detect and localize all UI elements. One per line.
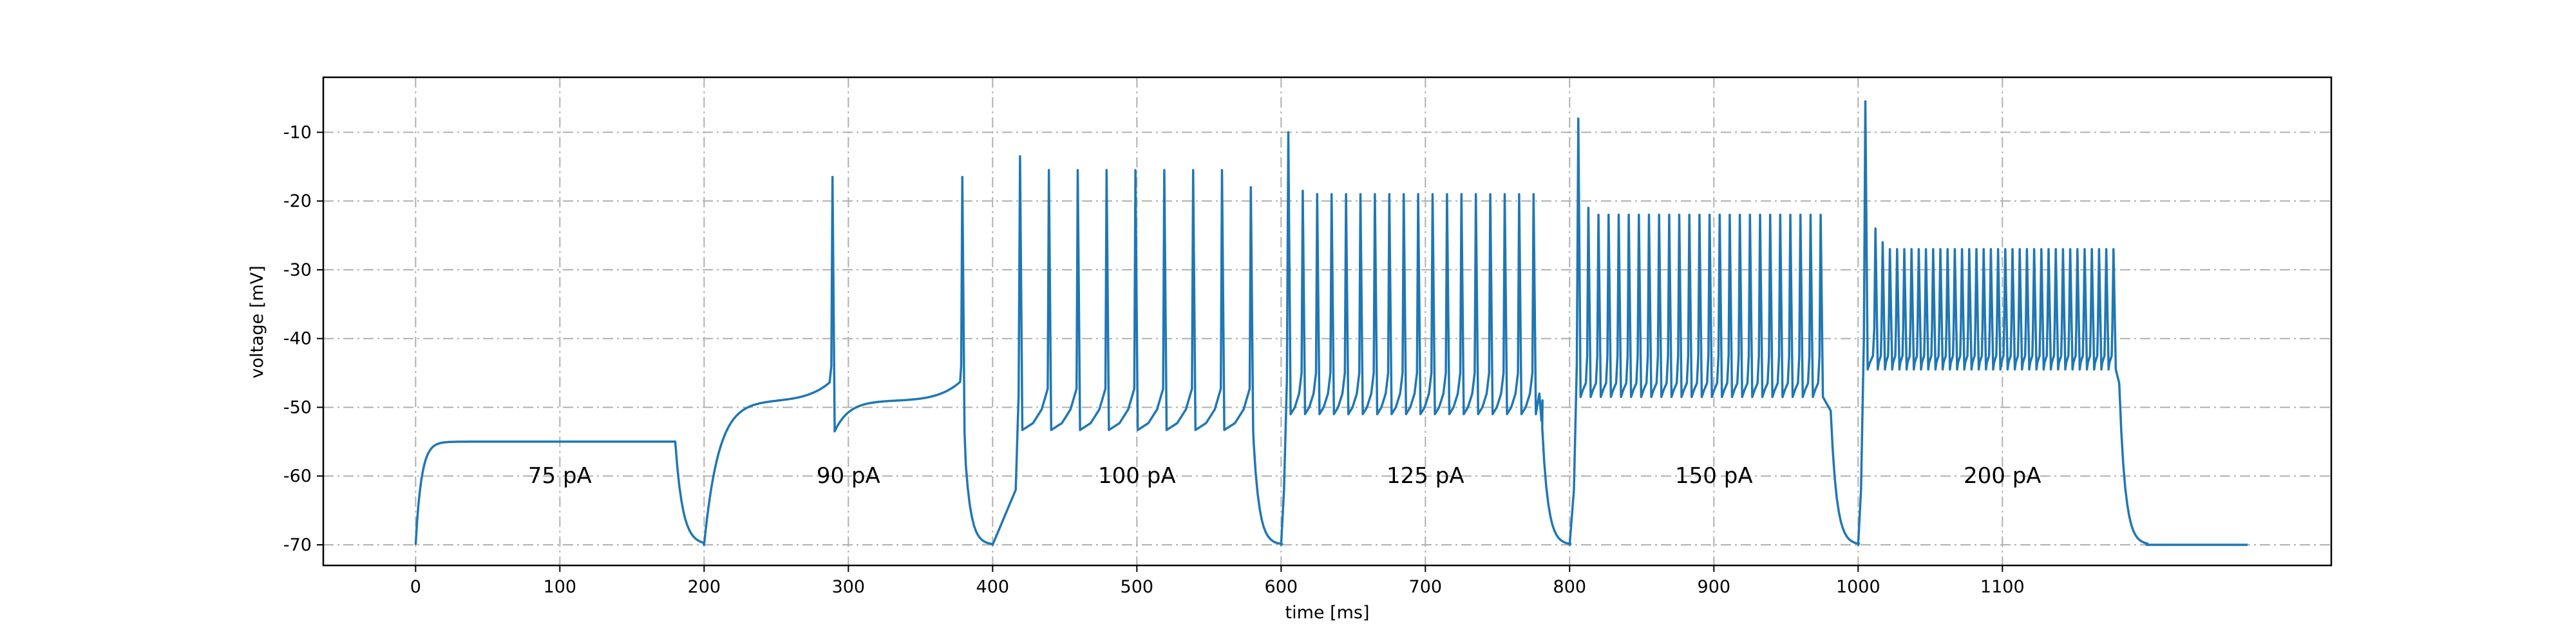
- series-voltage: [414, 100, 2248, 546]
- x-tick-label: 1000: [1836, 577, 1880, 597]
- x-tick-label: 0: [410, 577, 421, 597]
- plot-frame: [322, 76, 2333, 567]
- x-tick-label: 200: [688, 577, 721, 597]
- voltage-trace-line: [414, 100, 2248, 546]
- current-label: 200 pA: [1964, 463, 2041, 489]
- current-label: 90 pA: [817, 463, 880, 489]
- x-tick-label: 1100: [1980, 577, 2025, 597]
- y-tick-label: -10: [283, 122, 312, 142]
- current-label: 150 pA: [1675, 463, 1753, 489]
- current-label: 100 pA: [1098, 463, 1176, 489]
- x-tick-label: 800: [1553, 577, 1587, 597]
- x-tick-label: 300: [832, 577, 866, 597]
- current-annotations: 75 pA 90 pA 100 pA 125 pA 150 pA 200 pA: [528, 463, 2041, 489]
- x-tick-label: 500: [1121, 577, 1154, 597]
- y-tick-label: -70: [283, 535, 312, 555]
- y-tick-label: -20: [283, 191, 312, 211]
- y-tick-label: -30: [283, 260, 312, 280]
- current-label: 125 pA: [1387, 463, 1464, 489]
- x-tick-label: 100: [544, 577, 577, 597]
- y-tick-label: -50: [283, 397, 312, 417]
- axis-ticks: 0 100 200 300 400 500 600 700 800 900 1000 1100 -70 -…: [283, 122, 2025, 597]
- x-tick-label: 700: [1409, 577, 1443, 597]
- grid-lines: [323, 77, 2331, 565]
- current-label: 75 pA: [528, 463, 592, 489]
- x-tick-label: 600: [1265, 577, 1298, 597]
- x-axis-label: time [ms]: [1285, 603, 1369, 623]
- y-axis-label: voltage [mV]: [247, 265, 267, 378]
- x-tick-label: 900: [1698, 577, 1731, 597]
- x-tick-label: 400: [976, 577, 1010, 597]
- y-tick-label: -60: [283, 466, 312, 486]
- y-tick-label: -40: [283, 329, 312, 349]
